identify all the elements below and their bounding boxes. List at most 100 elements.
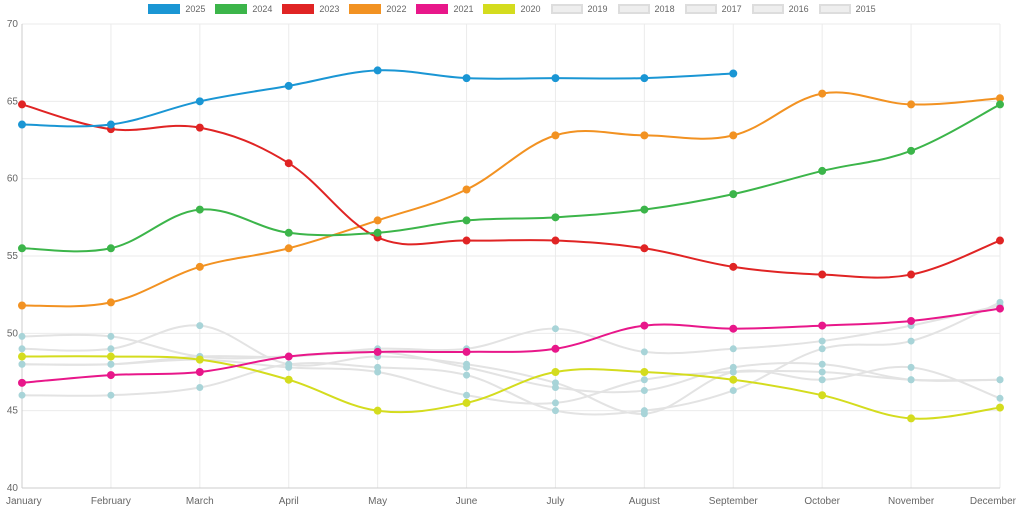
legend-item-2020[interactable]: 2020 [483, 4, 541, 14]
legend-item-2015[interactable]: 2015 [818, 4, 876, 14]
x-tick-label: October [804, 496, 840, 507]
data-point [729, 190, 738, 199]
series-line-2018 [21, 358, 1001, 405]
data-point [373, 406, 382, 415]
data-point [284, 159, 293, 168]
data-point [907, 100, 916, 109]
data-point [729, 69, 738, 78]
data-point [462, 216, 471, 225]
data-point [195, 262, 204, 271]
legend-item-2023[interactable]: 2023 [282, 4, 339, 14]
legend-item-2025[interactable]: 2025 [148, 4, 205, 14]
series-line-2021 [21, 307, 1001, 384]
data-point [907, 414, 916, 423]
legend-label: 2018 [654, 4, 675, 14]
series-line-2023 [21, 103, 1001, 279]
x-tick-label: December [970, 496, 1017, 507]
legend-item-2018[interactable]: 2018 [617, 4, 675, 14]
legend-label: 2015 [855, 4, 876, 14]
data-point [996, 100, 1004, 109]
data-point [106, 352, 115, 361]
x-tick-label: February [91, 496, 131, 507]
data-point [195, 355, 204, 364]
series-line-2017 [21, 301, 1001, 416]
data-point [818, 337, 826, 345]
legend-item-2016[interactable]: 2016 [751, 4, 809, 14]
data-point [18, 360, 26, 368]
data-point [107, 332, 115, 340]
data-point [996, 394, 1004, 402]
legend-swatch [349, 4, 382, 14]
data-point [462, 398, 471, 407]
data-point [907, 363, 915, 371]
y-tick-label: 50 [7, 328, 19, 339]
series-2020 [18, 352, 1004, 423]
legend-label: 2016 [788, 4, 809, 14]
data-point [996, 376, 1004, 384]
legend-item-2019[interactable]: 2019 [550, 4, 608, 14]
x-tick-label: November [888, 496, 935, 507]
data-point [18, 332, 26, 340]
x-tick-label: March [186, 496, 214, 507]
data-point [729, 345, 737, 353]
x-tick-label: January [6, 496, 42, 507]
data-point [195, 97, 204, 106]
data-point [640, 321, 649, 330]
data-point [551, 131, 560, 140]
x-tick-label: July [547, 496, 565, 507]
data-point [729, 387, 737, 395]
data-point [106, 371, 115, 380]
data-point [18, 244, 26, 253]
data-point [907, 270, 916, 279]
data-point [373, 228, 382, 237]
data-point [551, 213, 560, 222]
legend-item-2017[interactable]: 2017 [684, 4, 742, 14]
x-tick-label: September [709, 496, 759, 507]
data-point [463, 371, 471, 379]
data-point [551, 399, 559, 407]
data-point [18, 391, 26, 399]
data-point [284, 375, 293, 384]
data-point [18, 345, 26, 353]
data-point [373, 66, 382, 75]
y-tick-label: 40 [7, 483, 19, 494]
data-point [996, 298, 1004, 306]
data-point [818, 89, 827, 98]
legend-item-2024[interactable]: 2024 [215, 4, 272, 14]
legend-swatch [617, 4, 650, 14]
x-tick-label: May [368, 496, 387, 507]
legend-item-2022[interactable]: 2022 [349, 4, 406, 14]
legend-swatch [818, 4, 851, 14]
data-point [640, 376, 648, 384]
data-point [551, 344, 560, 353]
data-point [284, 228, 293, 237]
data-point [729, 131, 738, 140]
legend-swatch [684, 4, 717, 14]
data-point [907, 146, 916, 155]
data-point [374, 368, 382, 376]
x-tick-label: April [279, 496, 299, 507]
legend-swatch [215, 4, 248, 14]
data-point [106, 120, 115, 129]
data-point [729, 324, 738, 333]
series-line-2024 [21, 103, 1001, 253]
legend-item-2021[interactable]: 2021 [416, 4, 473, 14]
x-tick-label: August [629, 496, 660, 507]
series-2022 [18, 89, 1004, 310]
data-point [107, 345, 115, 353]
legend-label: 2025 [185, 4, 206, 14]
data-point [640, 407, 648, 415]
data-point [285, 363, 293, 371]
data-point [284, 352, 293, 361]
data-point [107, 360, 115, 368]
data-point [18, 378, 26, 387]
data-point [196, 322, 204, 330]
data-point [551, 383, 559, 391]
series-2021 [18, 304, 1004, 387]
data-point [284, 81, 293, 90]
data-point [640, 74, 649, 83]
data-point [373, 216, 382, 225]
data-point [640, 368, 649, 376]
data-point [907, 337, 915, 345]
data-point [18, 100, 26, 109]
